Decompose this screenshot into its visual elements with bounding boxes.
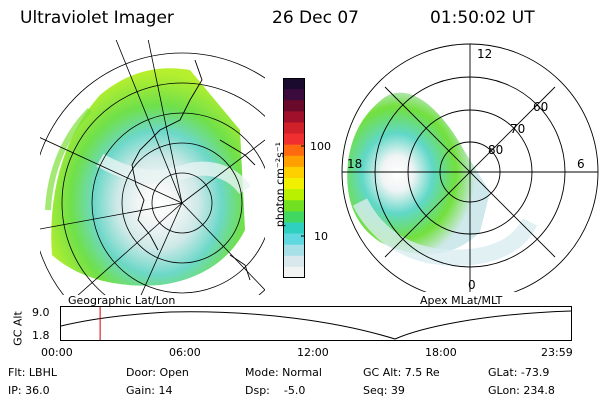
x-tick-1200: 12:00: [297, 346, 329, 359]
coastline: [131, 59, 256, 281]
colorbar-stripe: [283, 266, 305, 278]
colorbar-stripe: [283, 255, 305, 268]
info-gc-alt: GC Alt: 7.5 Re: [363, 366, 440, 379]
date-label: 26 Dec 07: [272, 8, 359, 28]
info-mode: Mode: Normal: [245, 366, 322, 379]
info-filter: Flt: LBHL: [8, 366, 57, 379]
x-tick-1800: 18:00: [425, 346, 457, 359]
x-tick-0600: 06:00: [169, 346, 201, 359]
mlt-label-18: 18: [347, 157, 363, 171]
colorbar-stripe: [283, 111, 305, 124]
info-gain: Gain: 14: [126, 384, 173, 397]
info-ip: IP: 36.0: [8, 384, 50, 397]
mlat-label-60: 60: [533, 100, 549, 114]
colorbar-stripe: [283, 244, 305, 257]
info-glon: GLon: 234.8: [488, 384, 555, 397]
right-panel-caption: Apex MLat/MLT: [420, 294, 503, 307]
x-tick-0000: 00:00: [41, 346, 73, 359]
colorbar-stripe: [283, 211, 305, 224]
left-panel-caption: Geographic Lat/Lon: [68, 294, 176, 307]
colorbar-tick-10: 10: [314, 230, 328, 243]
colorbar-stripe: [283, 189, 305, 201]
colorbar-stripe: [283, 155, 305, 168]
colorbar-stripe: [283, 100, 305, 112]
instrument-title: Ultraviolet Imager: [20, 8, 174, 28]
colorbar-unit-label: photon cm⁻²s⁻¹: [273, 141, 287, 228]
polar-grid: [341, 43, 599, 292]
info-glat: GLat: -73.9: [488, 366, 550, 379]
gc-alt-curve: [60, 310, 572, 340]
gc-alt-ytick-low: 1.8: [32, 329, 50, 342]
colorbar-stripe: [283, 122, 305, 135]
colorbar-tick-100: 100: [310, 140, 331, 153]
mlt-label-6: 6: [577, 157, 585, 171]
gc-alt-axis-label: GC Alt: [11, 311, 25, 346]
lat-lon-grid: [40, 40, 265, 295]
gc-alt-ytick-high: 9.0: [32, 306, 50, 319]
colorbar-stripe: [283, 222, 305, 235]
colorbar-stripe: [283, 178, 305, 190]
mlt-label-12: 12: [477, 47, 493, 61]
colorbar: [283, 78, 305, 278]
colorbar-stripe: [283, 200, 305, 212]
mlt-label-0: 0: [468, 278, 476, 292]
colorbar-stripe: [283, 144, 305, 157]
gc-alt-plot-frame: [60, 306, 572, 341]
colorbar-stripe: [283, 89, 305, 101]
info-door: Door: Open: [126, 366, 189, 379]
colorbar-stripe: [283, 166, 305, 179]
geographic-aurora-image: [40, 40, 265, 295]
magnetic-polar-plot: [341, 43, 599, 292]
mlat-label-70: 70: [510, 122, 526, 136]
x-tick-2359: 23:59: [541, 346, 573, 359]
mlat-label-80: 80: [488, 143, 504, 157]
colorbar-stripe: [283, 133, 305, 146]
info-dsp: Dsp: -5.0: [245, 384, 306, 397]
time-label: 01:50:02 UT: [430, 8, 535, 28]
gc-alt-plot: [60, 306, 572, 341]
colorbar-stripe: [283, 78, 305, 90]
colorbar-stripe: [283, 233, 305, 246]
info-seq: Seq: 39: [363, 384, 405, 397]
